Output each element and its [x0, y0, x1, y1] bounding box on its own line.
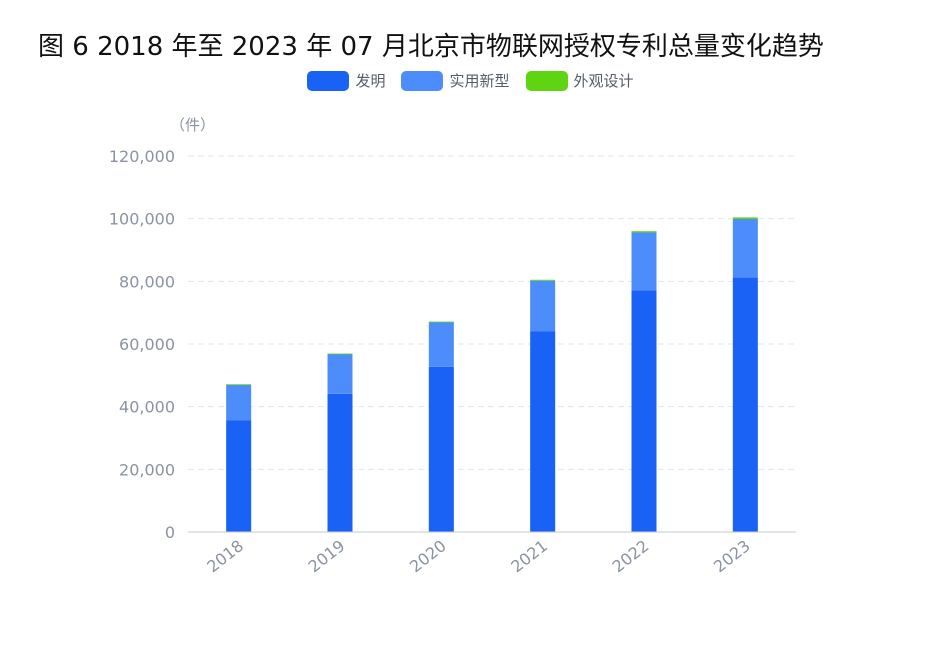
x-tick-label: 2020	[406, 536, 450, 576]
y-axis-unit-label: （件）	[170, 116, 215, 134]
legend-swatch-design	[525, 70, 568, 91]
x-tick-label: 2023	[710, 536, 754, 576]
x-tick-label: 2018	[203, 536, 247, 576]
legend-label-utility-model: 实用新型	[449, 72, 510, 90]
legend-label-invention: 发明	[355, 72, 386, 90]
bar-segment-utility-model[interactable]	[530, 280, 556, 332]
y-tick-label: 60,000	[119, 335, 175, 354]
bar-segment-invention[interactable]	[327, 393, 353, 532]
y-tick-label: 80,000	[119, 272, 175, 291]
bar-segment-design[interactable]	[428, 321, 454, 323]
legend-item-design[interactable]: 外观设计	[525, 70, 634, 91]
legend-label-design: 外观设计	[573, 72, 634, 90]
bar-segment-invention[interactable]	[631, 290, 657, 532]
x-tick-label: 2019	[305, 536, 349, 576]
bar-segment-invention[interactable]	[428, 366, 454, 532]
bar-segment-utility-model[interactable]	[327, 354, 353, 394]
legend-swatch-invention	[307, 70, 350, 91]
legend-item-utility-model[interactable]: 实用新型	[401, 70, 510, 91]
bar-segment-utility-model[interactable]	[732, 218, 758, 278]
legend-item-invention[interactable]: 发明	[307, 70, 385, 91]
bar-segment-design[interactable]	[327, 353, 353, 355]
legend-swatch-utility-model	[401, 70, 444, 91]
grid-lines	[188, 155, 796, 470]
y-tick-label: 120,000	[109, 147, 175, 166]
y-tick-label: 40,000	[119, 398, 175, 417]
bar-segment-design[interactable]	[226, 384, 252, 386]
bar-segment-utility-model[interactable]	[226, 384, 252, 421]
chart-title: 图 6 2018 年至 2023 年 07 月北京市物联网授权专利总量变化趋势	[38, 32, 824, 62]
bar-segment-invention[interactable]	[732, 277, 758, 532]
bar-segment-utility-model[interactable]	[428, 322, 454, 367]
bar-segment-design[interactable]	[530, 279, 556, 281]
y-axis-ticks: 0 20,000 40,000 60,000 80,000 100,000 120,000	[109, 147, 175, 542]
bar-segment-utility-model[interactable]	[631, 232, 657, 291]
bar-segment-invention[interactable]	[226, 420, 252, 532]
bar-segment-design[interactable]	[732, 217, 758, 219]
chart-legend: 发明 实用新型 外观设计	[0, 70, 941, 91]
bar-segment-design[interactable]	[631, 231, 657, 233]
bar-segment-invention[interactable]	[530, 331, 556, 532]
x-tick-label: 2022	[609, 536, 653, 576]
x-tick-label: 2021	[507, 536, 551, 576]
y-tick-label: 100,000	[109, 210, 175, 229]
y-tick-label: 20,000	[119, 460, 175, 479]
y-tick-label: 0	[165, 523, 175, 542]
x-axis-ticks: 2018 2019 2020 2021 2022 2023	[203, 536, 753, 576]
bar-series	[226, 217, 758, 532]
